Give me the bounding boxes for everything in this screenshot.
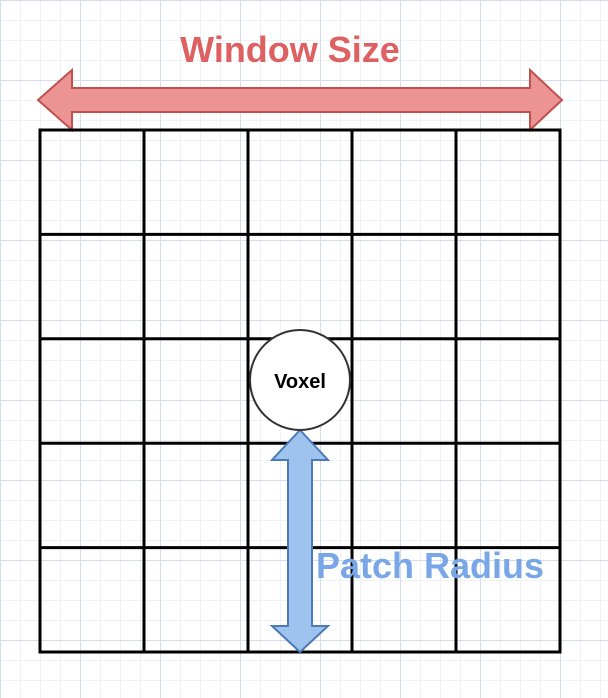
window-size-arrow (36, 67, 564, 133)
voxel-circle (249, 329, 351, 431)
voxel-label: Voxel (274, 371, 326, 393)
patch-radius-label: Patch Radius (316, 545, 544, 586)
window-size-label: Window Size (180, 29, 400, 70)
patch-radius-arrow (269, 428, 331, 654)
